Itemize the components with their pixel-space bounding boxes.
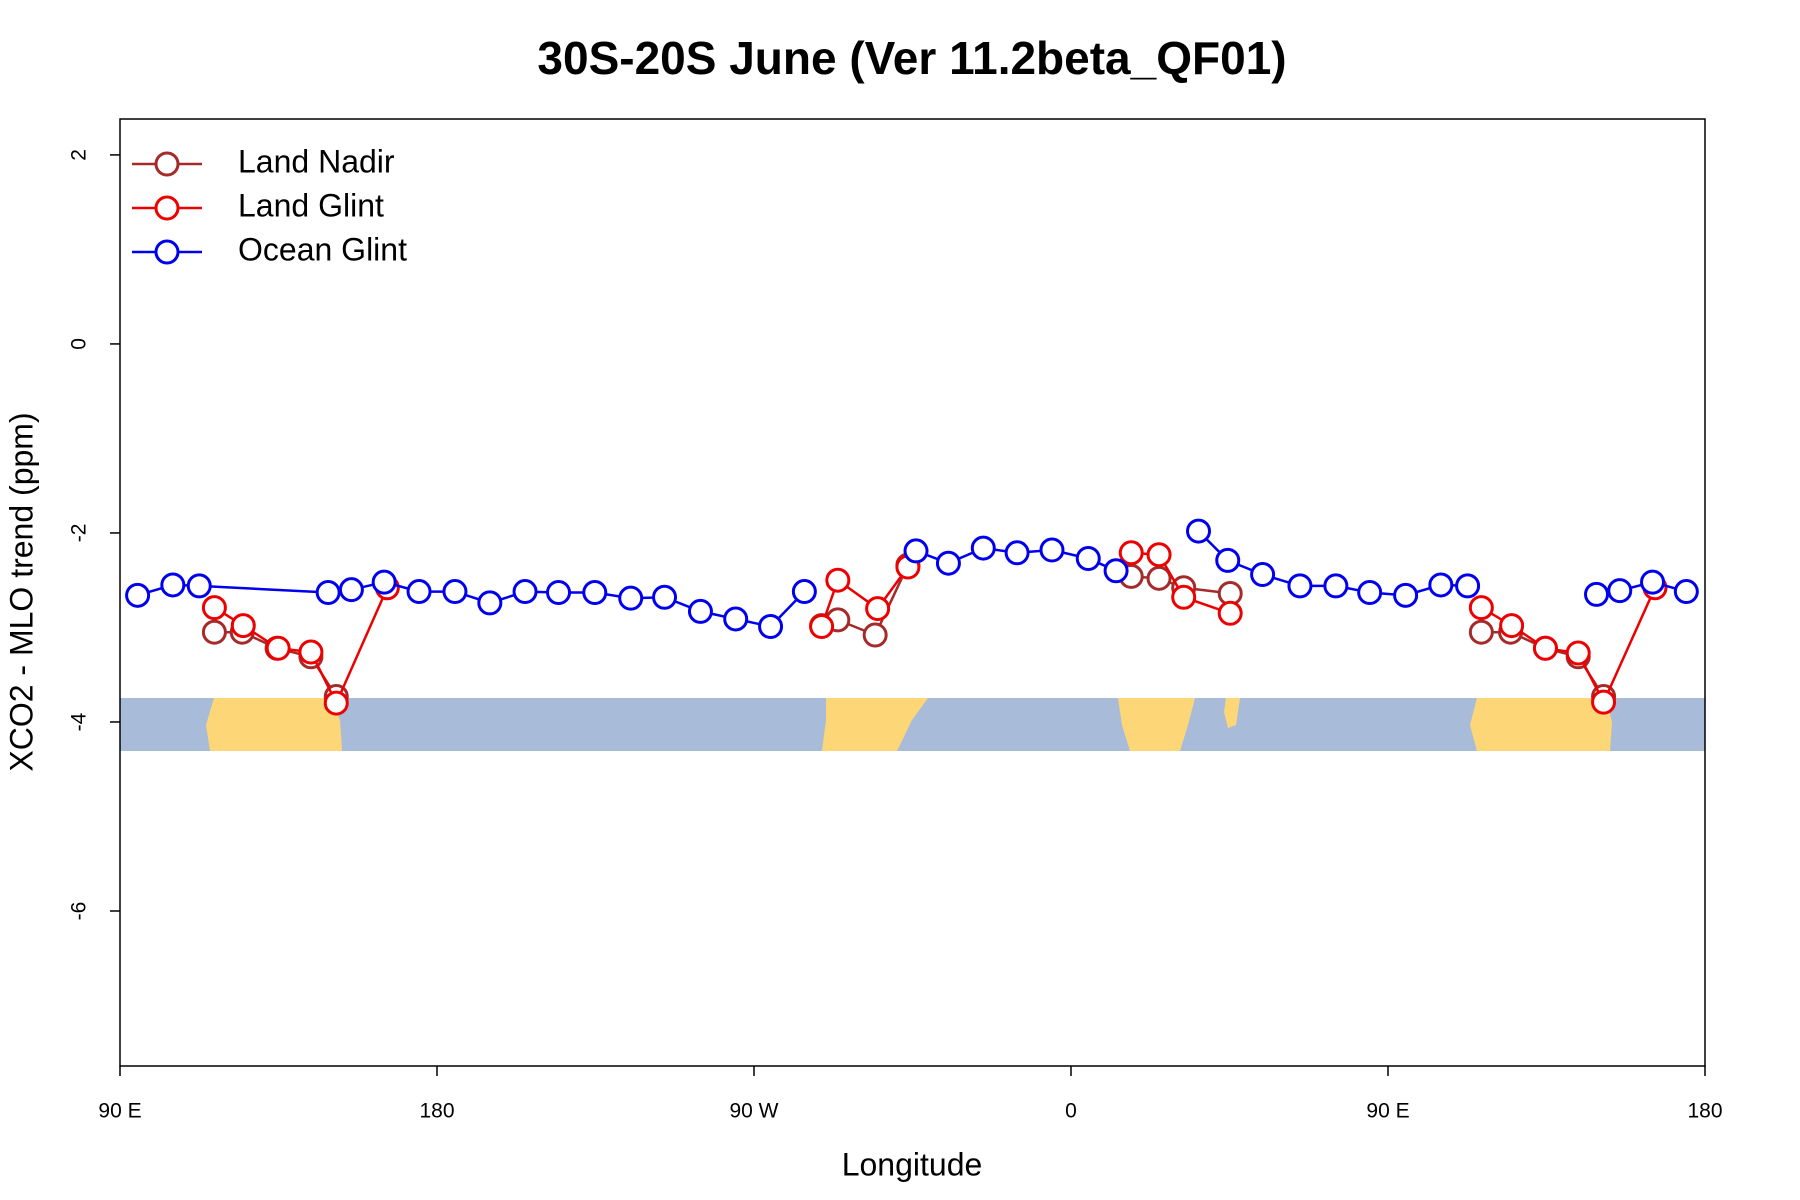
y-axis-label: XCO2 - MLO trend (ppm) [3, 412, 39, 771]
data-point [1532, 635, 1558, 661]
data-point [791, 579, 817, 605]
data-point [477, 590, 503, 616]
data-point [618, 585, 644, 611]
data-point [935, 550, 961, 576]
chart-title: 30S-20S June (Ver 11.2beta_QF01) [537, 32, 1286, 84]
data-point [1607, 578, 1633, 604]
data-point [201, 619, 227, 645]
data-point [201, 595, 227, 621]
legend-label: Land Glint [238, 187, 384, 223]
data-point [865, 596, 891, 622]
data-point [1455, 573, 1481, 599]
data-point [1323, 573, 1349, 599]
data-point [1584, 581, 1610, 607]
data-point [862, 622, 888, 648]
data-point [809, 614, 835, 640]
land [206, 698, 342, 751]
data-point [1215, 547, 1241, 573]
data-point [1640, 569, 1666, 595]
land [1118, 698, 1195, 751]
x-tick-label: 90 E [98, 1100, 141, 1123]
plot-frame [119, 118, 1706, 1067]
data-point [265, 635, 291, 661]
data-point [1499, 613, 1525, 639]
data-point [323, 690, 349, 716]
data-point [1357, 580, 1383, 605]
y-tick-label: 2 [68, 149, 91, 161]
data-point [1673, 579, 1699, 605]
data-point [298, 639, 324, 665]
x-tick-label: 90 E [1366, 1100, 1409, 1123]
data-point [406, 579, 432, 605]
data-point [1250, 562, 1276, 588]
data-point [1075, 545, 1101, 571]
data-point [1186, 518, 1212, 544]
land [822, 698, 928, 751]
data-point [652, 584, 678, 610]
legend-label: Land Nadir [238, 143, 395, 179]
data-point [1287, 573, 1313, 599]
y-tick-label: -2 [68, 524, 91, 543]
data-point [315, 580, 341, 605]
data-point [1217, 600, 1243, 626]
data-point [546, 580, 572, 605]
data-point [1103, 558, 1129, 584]
data-point [230, 613, 256, 639]
data-point [582, 580, 608, 605]
data-point [1468, 595, 1494, 621]
x-tick-label: 180 [419, 1100, 454, 1123]
data-point [1171, 584, 1197, 610]
data-point [1146, 542, 1172, 568]
land [1224, 698, 1240, 728]
data-point [1004, 540, 1030, 566]
legend-label: Ocean Glint [238, 231, 407, 267]
legend-marker [154, 239, 180, 265]
data-point [970, 535, 996, 561]
data-point [825, 567, 851, 593]
y-tick-label: -4 [68, 712, 91, 731]
data-point [338, 577, 364, 603]
series-line [213, 551, 1657, 707]
data-point [1146, 565, 1172, 591]
x-tick-label: 90 W [729, 1100, 778, 1123]
data-point [1393, 582, 1419, 608]
legend-marker [154, 195, 180, 221]
data-point [1428, 572, 1454, 598]
land [1470, 698, 1612, 751]
data-point [723, 606, 749, 632]
y-tick-label: 0 [68, 338, 91, 350]
data-point [903, 538, 929, 564]
legend-marker [154, 151, 180, 177]
data-point [186, 573, 212, 599]
data-point [371, 569, 397, 595]
data-point [1591, 689, 1617, 715]
data-point [1039, 537, 1065, 563]
map-strip [120, 698, 1705, 751]
y-tick-label: -6 [68, 902, 91, 921]
data-point [1468, 619, 1494, 645]
x-axis-label: Longitude [842, 1146, 983, 1182]
data-point [1118, 540, 1144, 566]
x-tick-label: 180 [1687, 1100, 1722, 1123]
data-point [687, 598, 713, 624]
data-point [442, 579, 468, 605]
data-point [125, 582, 151, 608]
data-point [160, 572, 186, 598]
data-point [758, 614, 784, 640]
data-point [512, 579, 538, 605]
data-point [1565, 640, 1591, 666]
x-tick-label: 0 [1065, 1100, 1077, 1123]
